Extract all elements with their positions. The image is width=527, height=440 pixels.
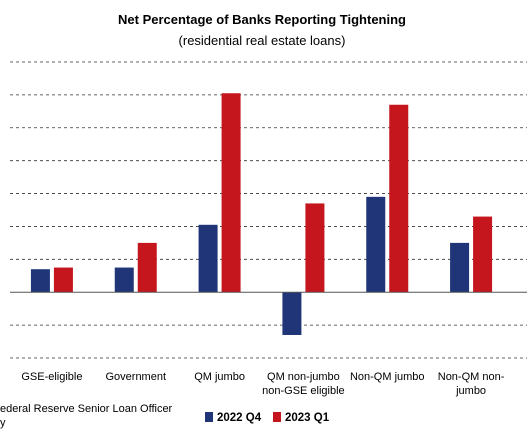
x-tick-label: Non-QM non-jumbo <box>438 371 505 397</box>
x-tick-label: QM non-jumbo non-GSE eligible <box>262 371 345 397</box>
legend-swatch-2022-q4 <box>205 412 213 422</box>
bar-2022-q4-2 <box>198 224 218 293</box>
x-tick-label: Non-QM jumbo <box>350 371 425 383</box>
chart-subtitle: (residential real estate loans) <box>179 33 346 48</box>
x-tick-label: Government <box>105 371 166 383</box>
x-tick-labels: GSE-eligible Government QM jumbo QM non-jum… <box>21 371 504 397</box>
bar-2022-q4-0 <box>30 269 50 293</box>
bars <box>30 93 493 335</box>
bar-2023-q1-1 <box>137 242 157 293</box>
bar-2022-q4-1 <box>114 267 134 293</box>
bar-2022-q4-3 <box>282 292 302 335</box>
bar-2023-q1-5 <box>473 216 493 293</box>
legend-label-2022-q4: 2022 Q4 <box>217 412 262 424</box>
bar-2023-q1-0 <box>53 267 73 293</box>
bar-2023-q1-3 <box>305 203 325 293</box>
chart-title: Net Percentage of Banks Reporting Tighte… <box>118 12 406 27</box>
bar-2022-q4-5 <box>450 242 470 293</box>
x-tick-label: GSE-eligible <box>21 371 82 383</box>
legend-swatch-2023-q1 <box>273 412 281 422</box>
legend: 2022 Q4 2023 Q1 <box>205 412 330 424</box>
source-line-1: ederal Reserve Senior Loan Officer <box>0 403 173 415</box>
bar-2023-q1-2 <box>221 93 241 293</box>
source-line-2: y <box>0 417 6 429</box>
source-note: ederal Reserve Senior Loan Officer y <box>0 403 173 429</box>
legend-label-2023-q1: 2023 Q1 <box>285 412 330 424</box>
x-tick-label: QM jumbo <box>194 371 245 383</box>
bar-2022-q4-4 <box>366 196 386 293</box>
bar-2023-q1-4 <box>389 104 409 293</box>
gridlines <box>10 61 527 359</box>
